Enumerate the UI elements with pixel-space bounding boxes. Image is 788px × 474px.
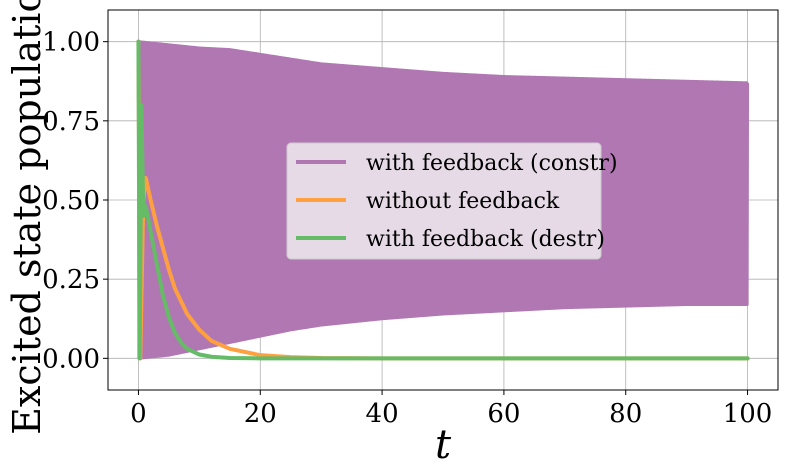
series-layer	[136, 39, 750, 361]
y-tick-label: 0.00	[42, 344, 100, 374]
axis-ticks: 0 20 40 60 80 100 0.00 0.25 0.50 0.75 1.00	[42, 28, 772, 429]
legend-label: with feedback (constr)	[366, 151, 618, 176]
x-tick-label: 80	[609, 399, 642, 429]
y-tick-label: 0.75	[42, 107, 100, 137]
y-axis-label: Excited state population	[5, 0, 49, 435]
legend-box	[286, 142, 602, 260]
y-tick-label: 0.50	[42, 186, 100, 216]
legend-label: with feedback (destr)	[366, 227, 605, 252]
x-tick-label: 20	[244, 399, 277, 429]
y-tick-label: 0.25	[42, 265, 100, 295]
series-line-with-feedback-constr	[136, 40, 750, 360]
x-tick-label: 0	[130, 399, 147, 429]
legend-label: without feedback	[366, 189, 560, 214]
x-tick-label: 60	[487, 399, 520, 429]
x-axis-label: t	[435, 422, 452, 468]
x-tick-label: 40	[366, 399, 399, 429]
series-line-with-feedback-destr	[136, 39, 750, 361]
legend: with feedback (constr) without feedback wi…	[286, 142, 618, 260]
x-tick-label: 100	[723, 399, 773, 429]
y-tick-label: 1.00	[42, 28, 100, 58]
